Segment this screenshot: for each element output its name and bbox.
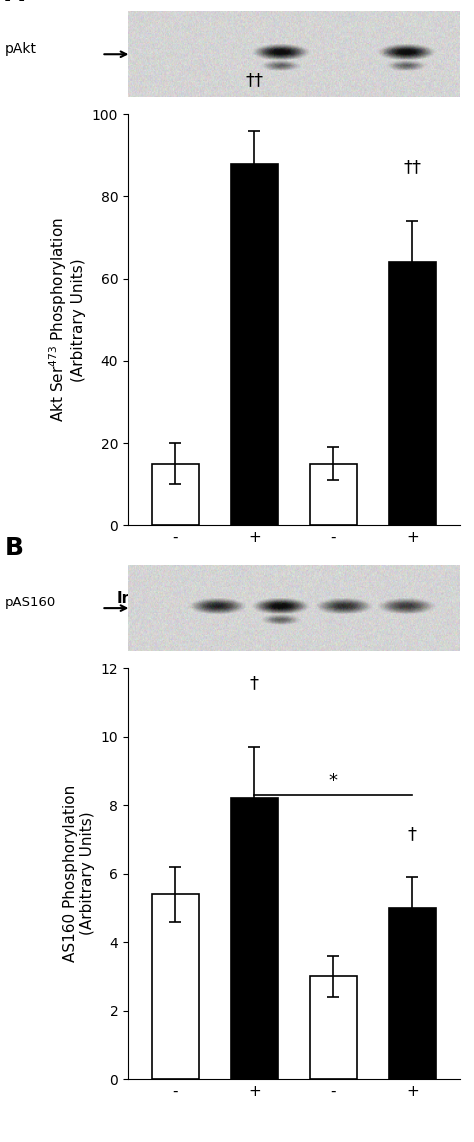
Text: pAkt: pAkt	[5, 41, 37, 56]
Bar	[310, 464, 357, 525]
Text: †: †	[250, 674, 259, 692]
Bar	[152, 894, 199, 1079]
Text: pAS160: pAS160	[5, 596, 56, 609]
Text: ††: ††	[403, 158, 421, 176]
Text: A: A	[5, 0, 24, 6]
Bar	[389, 263, 436, 525]
Bar	[310, 976, 357, 1079]
Text: *: *	[329, 772, 338, 790]
Text: Insulin: Insulin	[116, 592, 173, 606]
Text: WT: WT	[200, 616, 230, 634]
Bar	[152, 464, 199, 525]
Text: †: †	[408, 825, 417, 843]
Text: ††: ††	[246, 72, 264, 89]
Y-axis label: Akt Ser$^{473}$ Phosphorylation
(Arbitrary Units): Akt Ser$^{473}$ Phosphorylation (Arbitra…	[47, 217, 86, 423]
Bar	[231, 163, 278, 525]
Y-axis label: AS160 Phosphorylation
(Arbitrary Units): AS160 Phosphorylation (Arbitrary Units)	[63, 785, 95, 963]
Text: α2 KO: α2 KO	[346, 616, 401, 634]
Bar	[389, 908, 436, 1079]
Text: B: B	[5, 536, 24, 560]
Bar	[231, 798, 278, 1079]
